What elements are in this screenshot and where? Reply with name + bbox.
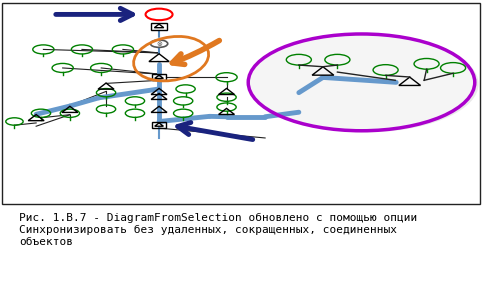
Bar (152, 122, 166, 128)
Text: ⊗: ⊗ (156, 41, 162, 47)
Circle shape (252, 36, 479, 132)
Circle shape (248, 34, 475, 131)
Bar (152, 74, 166, 80)
Text: Рис. 1.В.7 - DiagramFromSelection обновлено с помощью опции
Синхронизировать без: Рис. 1.В.7 - DiagramFromSelection обновл… (19, 213, 417, 247)
Bar (151, 23, 167, 30)
